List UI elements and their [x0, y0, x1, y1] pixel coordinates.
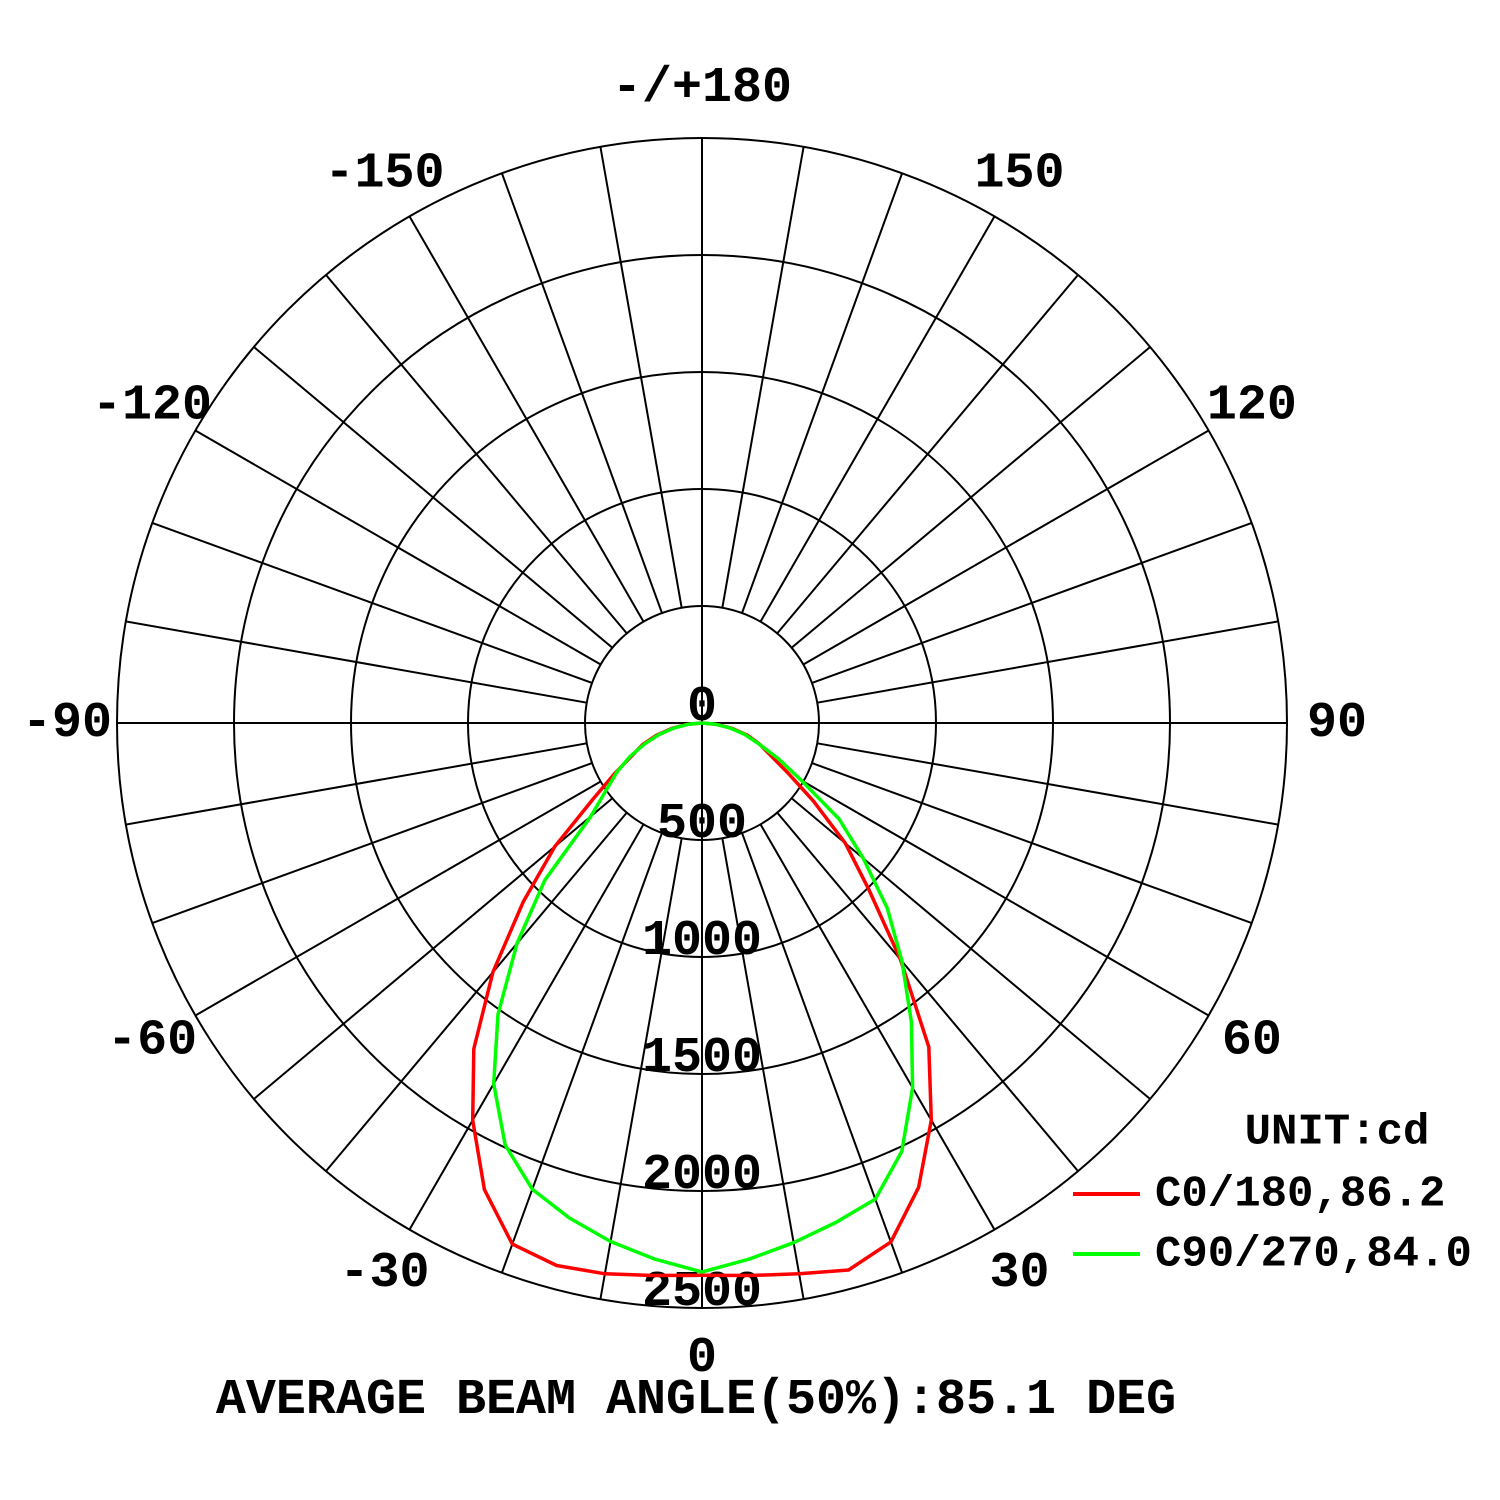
minor-spoke	[721, 146, 805, 608]
minor-spoke	[151, 762, 593, 925]
minor-spoke	[776, 811, 1079, 1172]
minor-spoke	[817, 742, 1279, 826]
minor-spoke	[599, 146, 683, 608]
minor-spoke	[151, 521, 593, 684]
r-tick-label: 1000	[642, 913, 762, 970]
r-tick-label: 2000	[642, 1147, 762, 1204]
r-tick-label: 0	[687, 679, 717, 736]
minor-spoke	[325, 274, 628, 635]
minor-spoke	[790, 346, 1151, 649]
minor-spoke	[599, 838, 683, 1300]
series-line	[491, 721, 915, 1274]
angle-label: -/+180	[612, 60, 792, 117]
legend-label: C0/180,86.2	[1155, 1170, 1445, 1220]
minor-spoke	[811, 521, 1253, 684]
spoke	[194, 429, 602, 666]
angle-label: 0	[687, 1330, 717, 1387]
angle-label: -150	[324, 145, 444, 202]
minor-spoke	[776, 274, 1079, 635]
spoke	[194, 780, 602, 1017]
angle-label: -90	[22, 695, 112, 752]
angle-label: 60	[1222, 1013, 1282, 1070]
spoke	[802, 429, 1210, 666]
spoke	[408, 823, 645, 1231]
angle-label: -30	[339, 1245, 429, 1302]
angle-label: 120	[1207, 378, 1297, 435]
minor-spoke	[325, 811, 628, 1172]
minor-spoke	[741, 172, 904, 614]
angle-label: 30	[989, 1245, 1049, 1302]
minor-spoke	[790, 797, 1151, 1100]
r-tick-label: 1500	[642, 1030, 762, 1087]
minor-spoke	[500, 832, 663, 1274]
angle-label: 90	[1307, 695, 1367, 752]
minor-spoke	[721, 838, 805, 1300]
footer: AVERAGE BEAM ANGLE(50%):85.1 DEG	[216, 1372, 1176, 1429]
minor-spoke	[811, 762, 1253, 925]
minor-spoke	[500, 172, 663, 614]
unit-label: UNIT:cd	[1245, 1108, 1430, 1158]
spoke	[802, 780, 1210, 1017]
minor-spoke	[125, 620, 587, 704]
angle-label: 150	[974, 145, 1064, 202]
minor-spoke	[741, 832, 904, 1274]
r-tick-label: 500	[657, 796, 747, 853]
minor-spoke	[125, 742, 587, 826]
legend-label: C90/270,84.0	[1155, 1230, 1472, 1280]
spoke	[759, 215, 996, 623]
minor-spoke	[253, 346, 614, 649]
spoke	[408, 215, 645, 623]
angle-label: -120	[92, 378, 212, 435]
spoke	[759, 823, 996, 1231]
angle-label: -60	[107, 1013, 197, 1070]
minor-spoke	[817, 620, 1279, 704]
